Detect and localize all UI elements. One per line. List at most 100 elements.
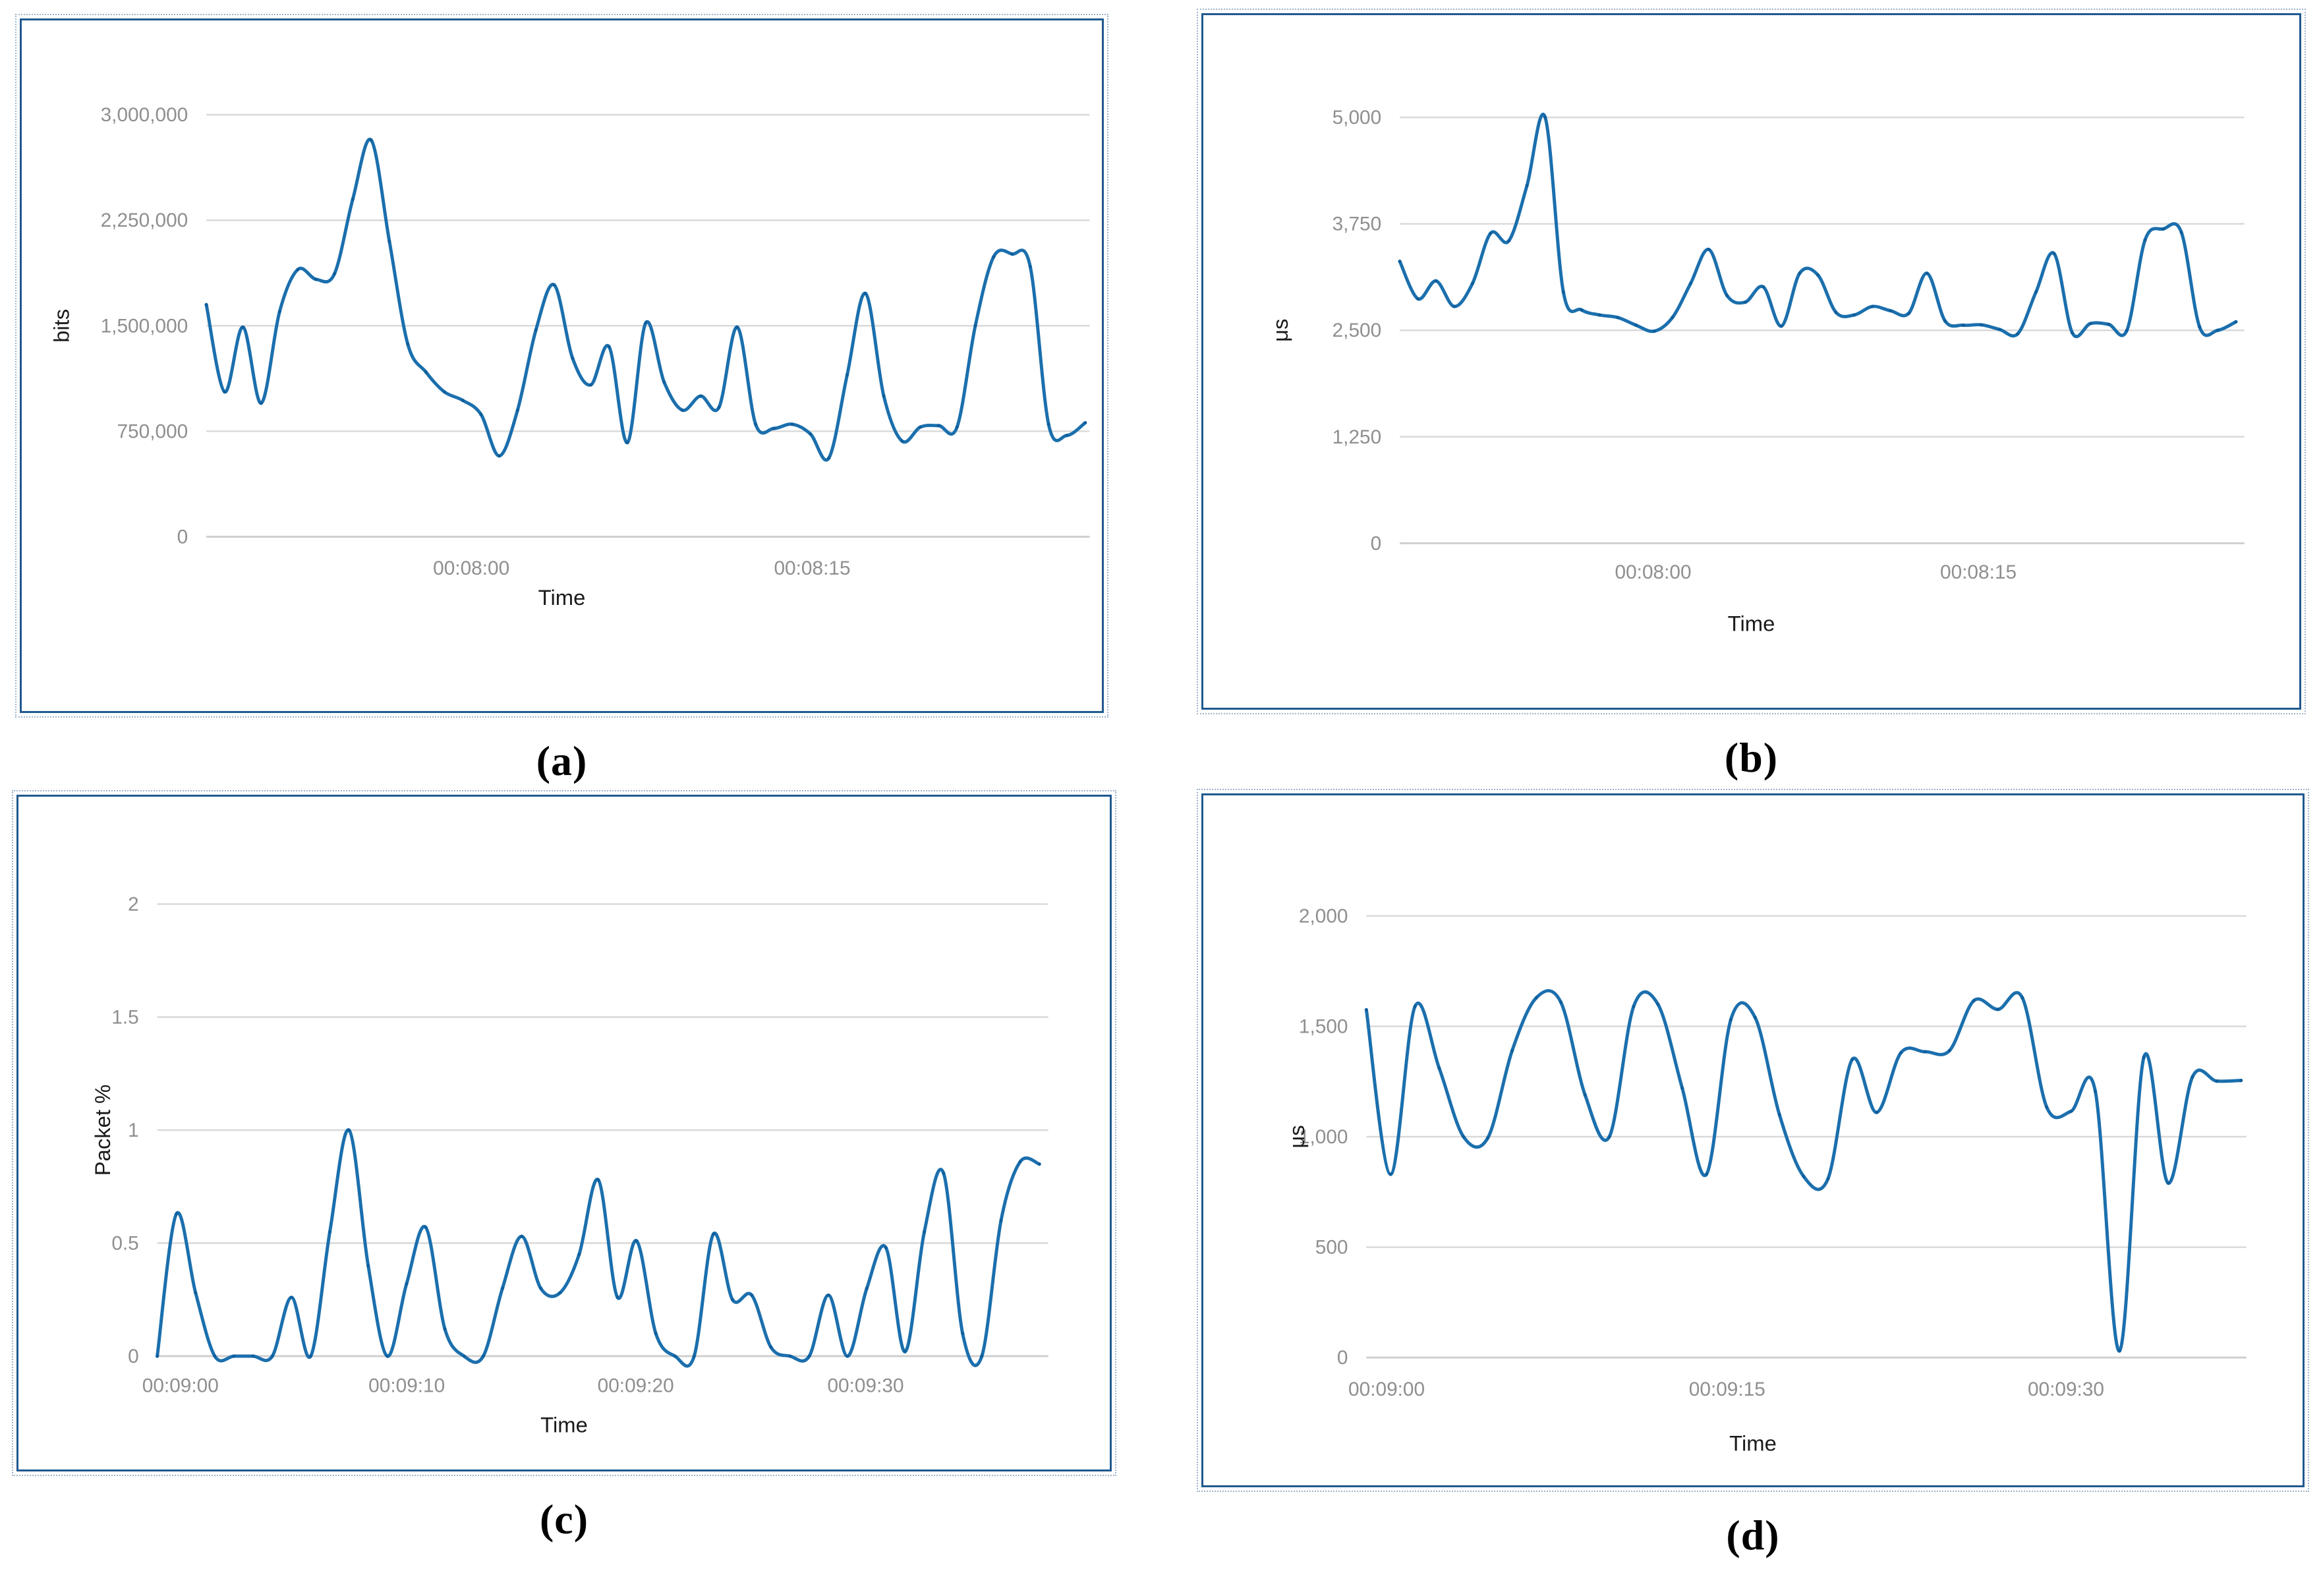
data-point-marker [692, 1354, 696, 1358]
data-point-marker [405, 1282, 409, 1286]
data-point-marker [1597, 313, 1602, 317]
data-point-marker [259, 401, 263, 405]
data-point-marker [2142, 1055, 2146, 1060]
x-axis-title: Time [1729, 1431, 1777, 1455]
data-point-marker [731, 1297, 735, 1301]
data-point-marker [1398, 259, 1402, 264]
data-point-marker [406, 342, 410, 346]
y-tick-label: 5,000 [1332, 107, 1382, 128]
data-point-marker [826, 1293, 830, 1297]
y-tick-label: 1 [128, 1120, 139, 1141]
x-tick-label: 00:09:30 [2028, 1379, 2104, 1400]
data-point-marker [1559, 1000, 1562, 1004]
data-point-marker [1083, 421, 1087, 425]
data-point-marker [1486, 1136, 1490, 1140]
data-point-marker [607, 345, 611, 349]
data-point-marker [1452, 304, 1456, 308]
y-tick-label: 0 [1371, 532, 1382, 554]
panel-b: 0 1,250 2,500 3,750 5,000 00:08:00 00:08:15 μs T… [1197, 9, 2306, 714]
data-point-marker [1889, 308, 1893, 313]
data-point-marker [2016, 331, 2020, 336]
data-point-marker [314, 277, 318, 281]
x-axis-title: Time [538, 585, 586, 610]
data-point-marker [788, 1354, 792, 1358]
data-point-marker [424, 1225, 428, 1230]
data-point-marker [1634, 323, 1638, 328]
y-tick-label: 2 [128, 894, 139, 915]
data-point-marker [213, 1354, 217, 1358]
data-point-marker [1875, 1110, 1879, 1114]
data-point-marker [1923, 1050, 1927, 1054]
data-point-marker [1743, 300, 1747, 304]
data-point-marker [481, 1354, 485, 1358]
data-point-marker [461, 398, 465, 403]
data-point-marker [1652, 329, 1656, 333]
data-point-marker [1834, 310, 1838, 314]
data-point-marker [1680, 1086, 1684, 1090]
y-tick-label: 1.5 [111, 1006, 138, 1028]
data-point-marker [515, 408, 519, 412]
data-point-marker [1656, 1002, 1660, 1006]
data-point-marker [539, 1286, 543, 1290]
data-point-marker [2034, 290, 2038, 294]
data-point-marker [973, 324, 977, 328]
data-point-marker [1510, 1048, 1514, 1052]
data-point-marker [424, 370, 428, 374]
data-point-marker [2071, 331, 2075, 335]
data-point-marker [673, 1354, 677, 1358]
data-point-marker [955, 425, 959, 429]
data-point-marker [347, 1128, 351, 1132]
y-tick-label: 1,500,000 [101, 315, 188, 337]
y-tick-label: 1,000 [1299, 1126, 1348, 1148]
y-tick-label: 750,000 [117, 420, 188, 442]
data-point-marker [2234, 320, 2238, 324]
data-point-marker [2088, 322, 2092, 326]
data-point-marker [2161, 227, 2165, 231]
data-point-marker [2143, 238, 2147, 242]
data-point-marker [735, 325, 739, 329]
data-point-marker [442, 390, 446, 394]
data-point-marker [1707, 247, 1711, 252]
data-point-marker [2069, 1109, 2073, 1114]
data-point-marker [2020, 996, 2024, 1000]
y-tick-label: 0 [1337, 1347, 1348, 1369]
data-point-marker [588, 383, 593, 387]
y-tick-label: 1,250 [1332, 426, 1382, 448]
data-point-marker [884, 1245, 888, 1249]
data-point-marker [1688, 281, 1693, 285]
data-point-marker [534, 328, 538, 332]
data-point-marker [1416, 297, 1420, 301]
data-point-marker [699, 394, 702, 398]
data-point-marker [717, 405, 721, 409]
caption-c: (c) [539, 1496, 589, 1543]
data-point-marker [1534, 996, 1539, 1000]
data-point-marker [616, 1296, 619, 1299]
data-point-marker [845, 1354, 849, 1358]
data-point-marker [1906, 311, 1911, 316]
data-point-marker [369, 138, 373, 142]
x-tick-label: 00:08:00 [1615, 561, 1692, 583]
data-point-marker [772, 426, 776, 430]
data-point-marker [919, 425, 923, 429]
data-point-marker [865, 1286, 869, 1290]
data-point-marker [2045, 1105, 2049, 1109]
data-point-marker [1852, 313, 1856, 317]
data-point-marker [2179, 231, 2183, 235]
data-point-marker [332, 271, 337, 275]
data-point-marker [519, 1234, 524, 1238]
data-point-marker [232, 1354, 236, 1358]
data-point-marker [1762, 285, 1765, 289]
chart-b-line-chart: 0 1,250 2,500 3,750 5,000 00:08:00 00:08:15 μs T… [1268, 107, 2245, 636]
data-point-marker [2117, 1349, 2121, 1353]
data-point-marker [1616, 316, 1620, 320]
data-point-marker [2093, 1089, 2098, 1093]
data-series-line [1364, 988, 2243, 1353]
data-point-marker [204, 302, 208, 306]
data-point-marker [992, 255, 996, 259]
data-point-marker [498, 454, 501, 458]
data-point-marker [175, 1212, 179, 1216]
data-point-marker [942, 1171, 946, 1175]
data-point-marker [1434, 279, 1438, 283]
chart-a-line-chart: 0 750,000 1,500,000 2,250,000 3,000,000 00:08… [49, 104, 1090, 610]
